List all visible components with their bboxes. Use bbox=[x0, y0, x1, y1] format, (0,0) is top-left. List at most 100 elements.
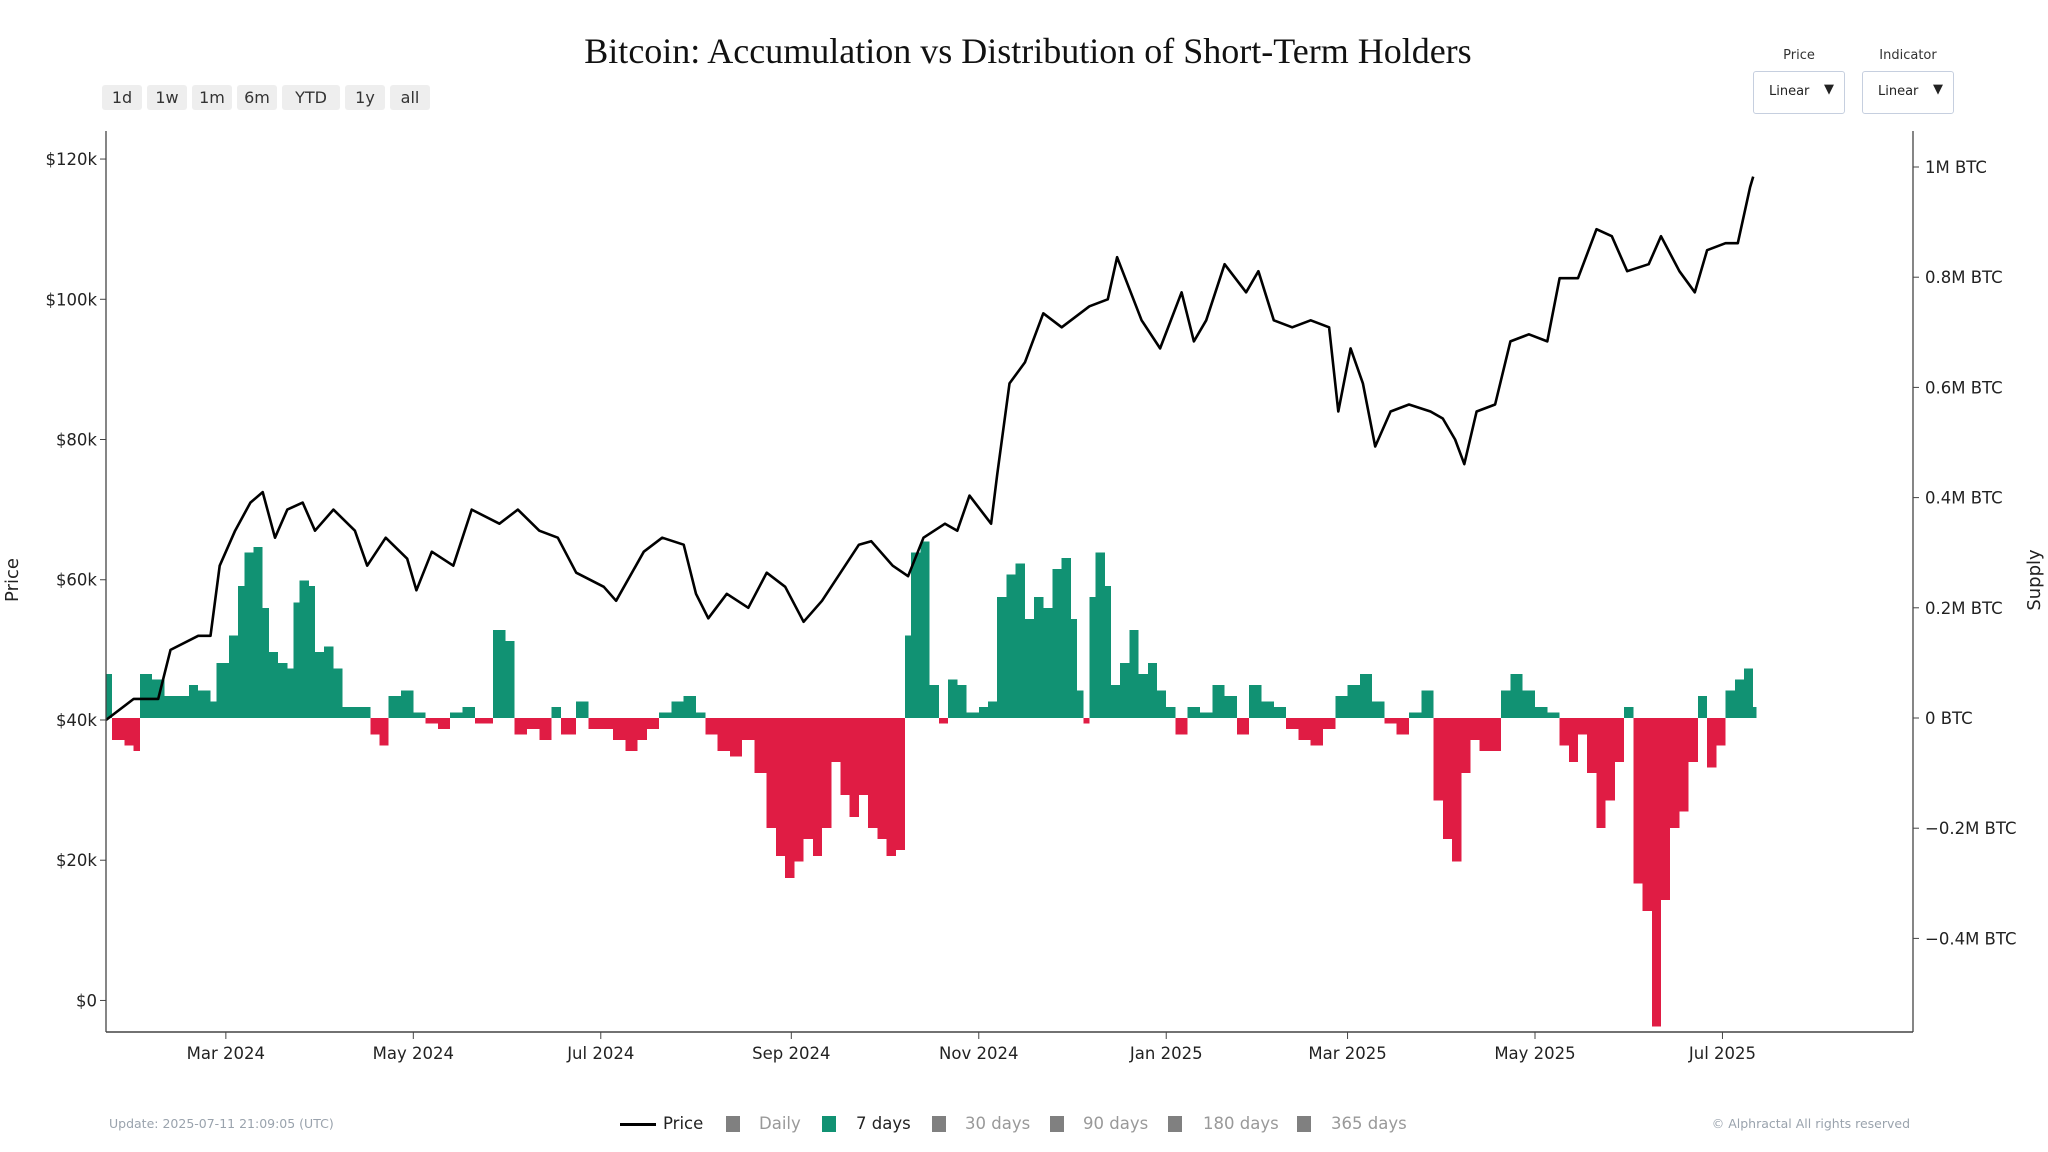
supply-bar bbox=[1212, 684, 1225, 718]
x-tick-label: Jul 2025 bbox=[1688, 1044, 1756, 1063]
supply-bar bbox=[1224, 695, 1237, 718]
supply-bar bbox=[314, 651, 325, 718]
supply-bar bbox=[527, 718, 540, 730]
supply-bar bbox=[1596, 718, 1606, 829]
supply-bar bbox=[576, 701, 589, 718]
y-left-tick-label: $80k bbox=[56, 431, 97, 450]
supply-bar bbox=[966, 712, 979, 718]
y-right-tick-label: 0.6M BTC bbox=[1925, 378, 2003, 397]
supply-bar bbox=[1614, 718, 1625, 763]
legend-item-daily[interactable]: Daily bbox=[759, 1114, 801, 1133]
legend-item-180-days[interactable]: 180 days bbox=[1203, 1114, 1279, 1133]
supply-bar bbox=[920, 541, 930, 718]
supply-bar bbox=[1166, 706, 1176, 718]
y-left-tick-label: $40k bbox=[56, 711, 97, 730]
supply-bar bbox=[858, 718, 869, 796]
supply-bar bbox=[198, 690, 211, 718]
supply-bar bbox=[1697, 695, 1708, 718]
indicator-scale-label: Indicator bbox=[1879, 48, 1937, 63]
chart-title: Bitcoin: Accumulation vs Distribution of… bbox=[584, 31, 1472, 71]
supply-bar bbox=[785, 718, 795, 878]
supply-bar bbox=[1624, 706, 1634, 718]
x-tick-label: Nov 2024 bbox=[939, 1044, 1018, 1063]
indicator-scale-dropdown[interactable]: Linear ▼ bbox=[1862, 71, 1954, 114]
y-left-tick-label: $100k bbox=[45, 290, 97, 309]
supply-bar bbox=[308, 585, 315, 718]
supply-bar bbox=[803, 718, 813, 840]
supply-bar bbox=[1120, 662, 1130, 718]
supply-bar bbox=[659, 712, 672, 718]
y-right-tick-label: −0.2M BTC bbox=[1925, 819, 2017, 838]
range-button-all[interactable]: all bbox=[390, 85, 430, 110]
supply-bar bbox=[1491, 718, 1502, 752]
update-timestamp: Update: 2025-07-11 21:09:05 (UTC) bbox=[109, 1116, 334, 1131]
legend-item-30-days[interactable]: 30 days bbox=[965, 1114, 1031, 1133]
supply-bar bbox=[600, 718, 614, 730]
supply-bar bbox=[957, 684, 967, 718]
price-scale-label: Price bbox=[1783, 48, 1815, 63]
price-scale-dropdown[interactable]: Linear ▼ bbox=[1753, 71, 1845, 114]
supply-bar bbox=[1110, 684, 1121, 718]
supply-bar bbox=[588, 718, 601, 730]
range-button-1w[interactable]: 1w bbox=[147, 85, 187, 110]
supply-bar bbox=[268, 651, 279, 718]
price-line bbox=[105, 176, 1755, 722]
supply-bar bbox=[1452, 718, 1462, 862]
supply-bar bbox=[413, 712, 426, 718]
supply-bar bbox=[1200, 712, 1213, 718]
x-tick-label: May 2024 bbox=[373, 1044, 454, 1063]
range-button-1d[interactable]: 1d bbox=[102, 85, 142, 110]
supply-bar bbox=[997, 596, 1007, 718]
supply-bar bbox=[1421, 690, 1434, 718]
supply-bar bbox=[1157, 690, 1167, 718]
supply-bar bbox=[1661, 718, 1671, 900]
supply-bar bbox=[462, 706, 475, 718]
supply-bar bbox=[238, 585, 245, 718]
supply-bar bbox=[840, 718, 850, 796]
supply-bar bbox=[1310, 718, 1323, 746]
x-tick-label: Mar 2024 bbox=[187, 1044, 265, 1063]
supply-bar bbox=[696, 712, 706, 718]
supply-bar bbox=[1547, 712, 1560, 718]
y-left-axis-title: Price bbox=[2, 558, 23, 602]
supply-bar bbox=[613, 718, 626, 741]
supply-bar bbox=[886, 718, 896, 856]
y-right-tick-label: −0.4M BTC bbox=[1925, 929, 2017, 948]
supply-bar bbox=[1043, 607, 1053, 718]
supply-bar bbox=[938, 718, 949, 724]
supply-bar bbox=[1034, 596, 1044, 718]
supply-bar bbox=[493, 629, 506, 718]
legend-item-365-days[interactable]: 365 days bbox=[1331, 1114, 1407, 1133]
supply-bar bbox=[1322, 718, 1336, 730]
supply-bar bbox=[1725, 690, 1735, 718]
range-button-6m[interactable]: 6m bbox=[237, 85, 277, 110]
legend-item-price[interactable]: Price bbox=[663, 1114, 704, 1133]
legend-item-7-days[interactable]: 7 days bbox=[856, 1114, 911, 1133]
legend-item-90-days[interactable]: 90 days bbox=[1083, 1114, 1149, 1133]
supply-bar bbox=[124, 718, 134, 746]
supply-bar bbox=[812, 718, 823, 856]
supply-bar bbox=[342, 706, 358, 718]
supply-bar bbox=[1409, 712, 1422, 718]
y-left-tick-label: $20k bbox=[56, 851, 97, 870]
range-button-1m[interactable]: 1m bbox=[192, 85, 232, 110]
supply-bar bbox=[133, 718, 140, 752]
supply-bar bbox=[437, 718, 451, 730]
supply-bar bbox=[106, 673, 113, 718]
range-button-1y[interactable]: 1y bbox=[345, 85, 385, 110]
supply-bar bbox=[1335, 695, 1348, 718]
supply-bar bbox=[450, 712, 463, 718]
supply-bar bbox=[293, 602, 300, 718]
supply-bar bbox=[717, 718, 730, 752]
supply-bar bbox=[1147, 662, 1158, 718]
supply-bar bbox=[1470, 718, 1480, 741]
supply-bar bbox=[742, 718, 755, 741]
range-button-ytd[interactable]: YTD bbox=[282, 85, 340, 110]
supply-bar bbox=[139, 673, 153, 718]
supply-bar bbox=[1089, 596, 1096, 718]
dropdown-arrow-icon: ▼ bbox=[1933, 82, 1943, 97]
supply-bar bbox=[877, 718, 887, 840]
supply-bar bbox=[1015, 563, 1025, 718]
supply-bar bbox=[244, 552, 254, 718]
supply-bar bbox=[1743, 668, 1754, 718]
